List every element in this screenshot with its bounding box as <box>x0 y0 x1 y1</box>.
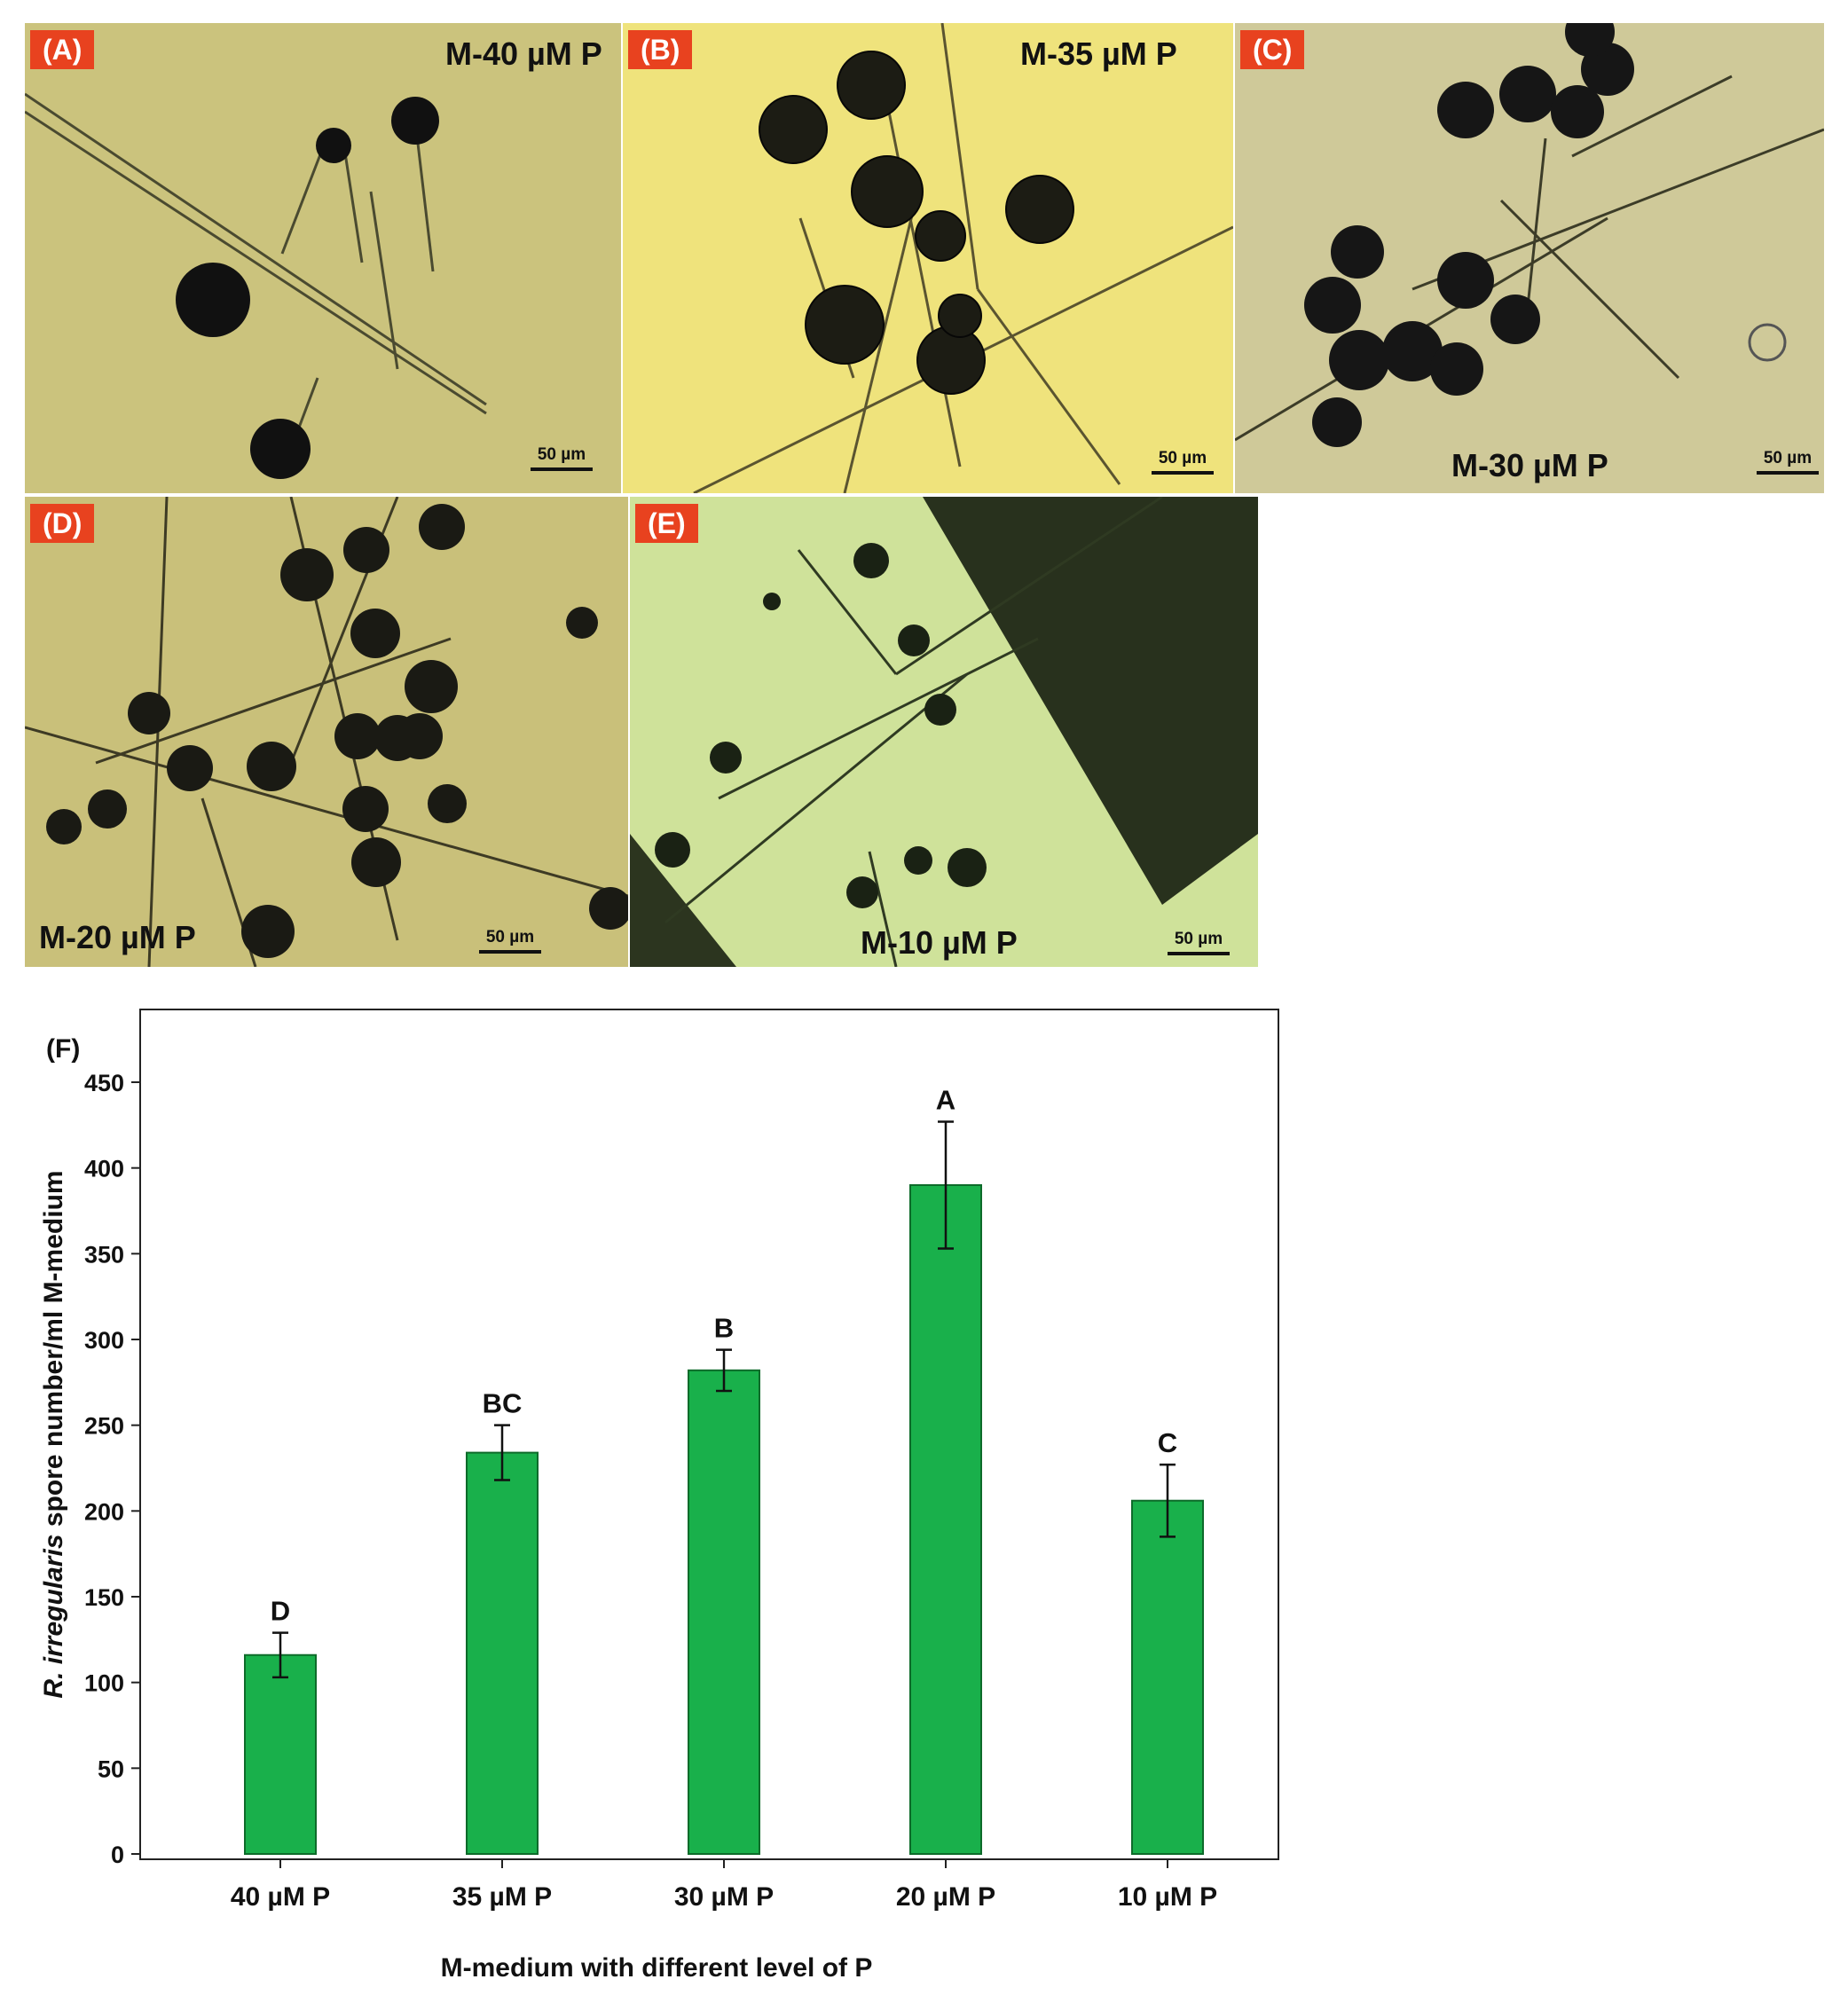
significance-letter: D <box>271 1596 290 1627</box>
scale-bar-label-b: 50 µm <box>1158 449 1207 467</box>
x-axis-label: M-medium with different level of P <box>441 1953 873 1983</box>
y-tick-label: 250 <box>84 1413 124 1440</box>
bar-series: D BC B A C <box>244 1084 1204 1855</box>
micrograph-image-c <box>1235 23 1824 493</box>
y-tick-label: 200 <box>84 1498 124 1525</box>
panel-label-b: M-35 µM P <box>1020 35 1177 72</box>
bar-chart: (F) 0 50 100 150 200 250 300 350 400 450 D BC B A C 4… <box>39 1009 1279 1983</box>
scale-bar-b: 50 µm <box>1152 449 1214 475</box>
y-tick-label: 450 <box>84 1070 124 1096</box>
micrograph-panel-d: (D) M-20 µM P 50 µm <box>25 497 628 967</box>
panel-badge-c: (C) <box>1240 30 1305 69</box>
micrograph-panel-a: (A) M-40 µM P 50 µm <box>25 23 621 493</box>
panel-badge-e: (E) <box>635 504 698 543</box>
panel-label-d: M-20 µM P <box>39 919 196 955</box>
significance-letter: A <box>936 1084 955 1115</box>
micrograph-image-a <box>25 23 621 493</box>
y-tick-label: 400 <box>84 1156 124 1182</box>
y-tick-label: 100 <box>84 1670 124 1697</box>
bar <box>688 1369 760 1855</box>
x-tick-label: 35 µM P <box>452 1882 552 1912</box>
panel-badge-b: (B) <box>628 30 693 69</box>
y-tick-label: 350 <box>84 1241 124 1268</box>
scale-bar-label-e: 50 µm <box>1174 930 1223 948</box>
scale-bar-a: 50 µm <box>531 445 593 471</box>
y-axis-label-text: spore number/ml M-medium <box>39 1170 68 1534</box>
micrograph-image-b <box>623 23 1233 493</box>
y-tick-label: 300 <box>84 1327 124 1354</box>
significance-letter: BC <box>483 1388 523 1419</box>
significance-letter: C <box>1158 1427 1177 1458</box>
plot-frame <box>139 1009 1279 1860</box>
panel-label-e: M-10 µM P <box>861 924 1018 961</box>
y-tick-label: 150 <box>84 1584 124 1611</box>
x-axis: 40 µM P 35 µM P 30 µM P 20 µM P 10 µM P <box>231 1859 1217 1912</box>
scale-bar-d: 50 µm <box>479 928 541 954</box>
y-axis-label: R. irregularis spore number/ml M-medium <box>39 1170 68 1698</box>
x-tick-label: 10 µM P <box>1118 1882 1217 1912</box>
bar <box>466 1451 539 1855</box>
panel-badge-d: (D) <box>30 504 95 543</box>
scale-bar-c: 50 µm <box>1757 449 1819 475</box>
micrograph-image-d <box>25 497 628 967</box>
micrograph-panel-b: (B) M-35 µM P 50 µm <box>623 23 1233 493</box>
y-axis: 0 50 100 150 200 250 300 350 400 450 <box>84 1070 140 1868</box>
bar <box>1131 1499 1204 1855</box>
scale-bar-e: 50 µm <box>1168 930 1230 955</box>
panel-label-c: M-30 µM P <box>1451 447 1608 483</box>
x-tick-label: 40 µM P <box>231 1882 330 1912</box>
bar <box>909 1184 982 1855</box>
micrograph-image-e <box>630 497 1258 967</box>
panel-badge-a: (A) <box>30 30 95 69</box>
significance-letter: B <box>714 1313 734 1344</box>
panel-label-a: M-40 µM P <box>445 35 602 72</box>
micrograph-panel-e: (E) M-10 µM P 50 µm <box>630 497 1258 967</box>
scale-bar-label-d: 50 µm <box>485 928 535 946</box>
x-tick-label: 30 µM P <box>674 1882 774 1912</box>
panel-label-f: (F) <box>46 1034 80 1064</box>
y-tick-label: 50 <box>98 1755 124 1782</box>
micrograph-panel-c: (C) M-30 µM P 50 µm <box>1235 23 1824 493</box>
y-axis-label-species: R. irregularis <box>39 1534 68 1698</box>
x-tick-label: 20 µM P <box>896 1882 995 1912</box>
scale-bar-label-a: 50 µm <box>537 445 586 464</box>
y-tick-label: 0 <box>111 1842 124 1868</box>
bar <box>244 1653 317 1855</box>
scale-bar-label-c: 50 µm <box>1763 449 1813 467</box>
